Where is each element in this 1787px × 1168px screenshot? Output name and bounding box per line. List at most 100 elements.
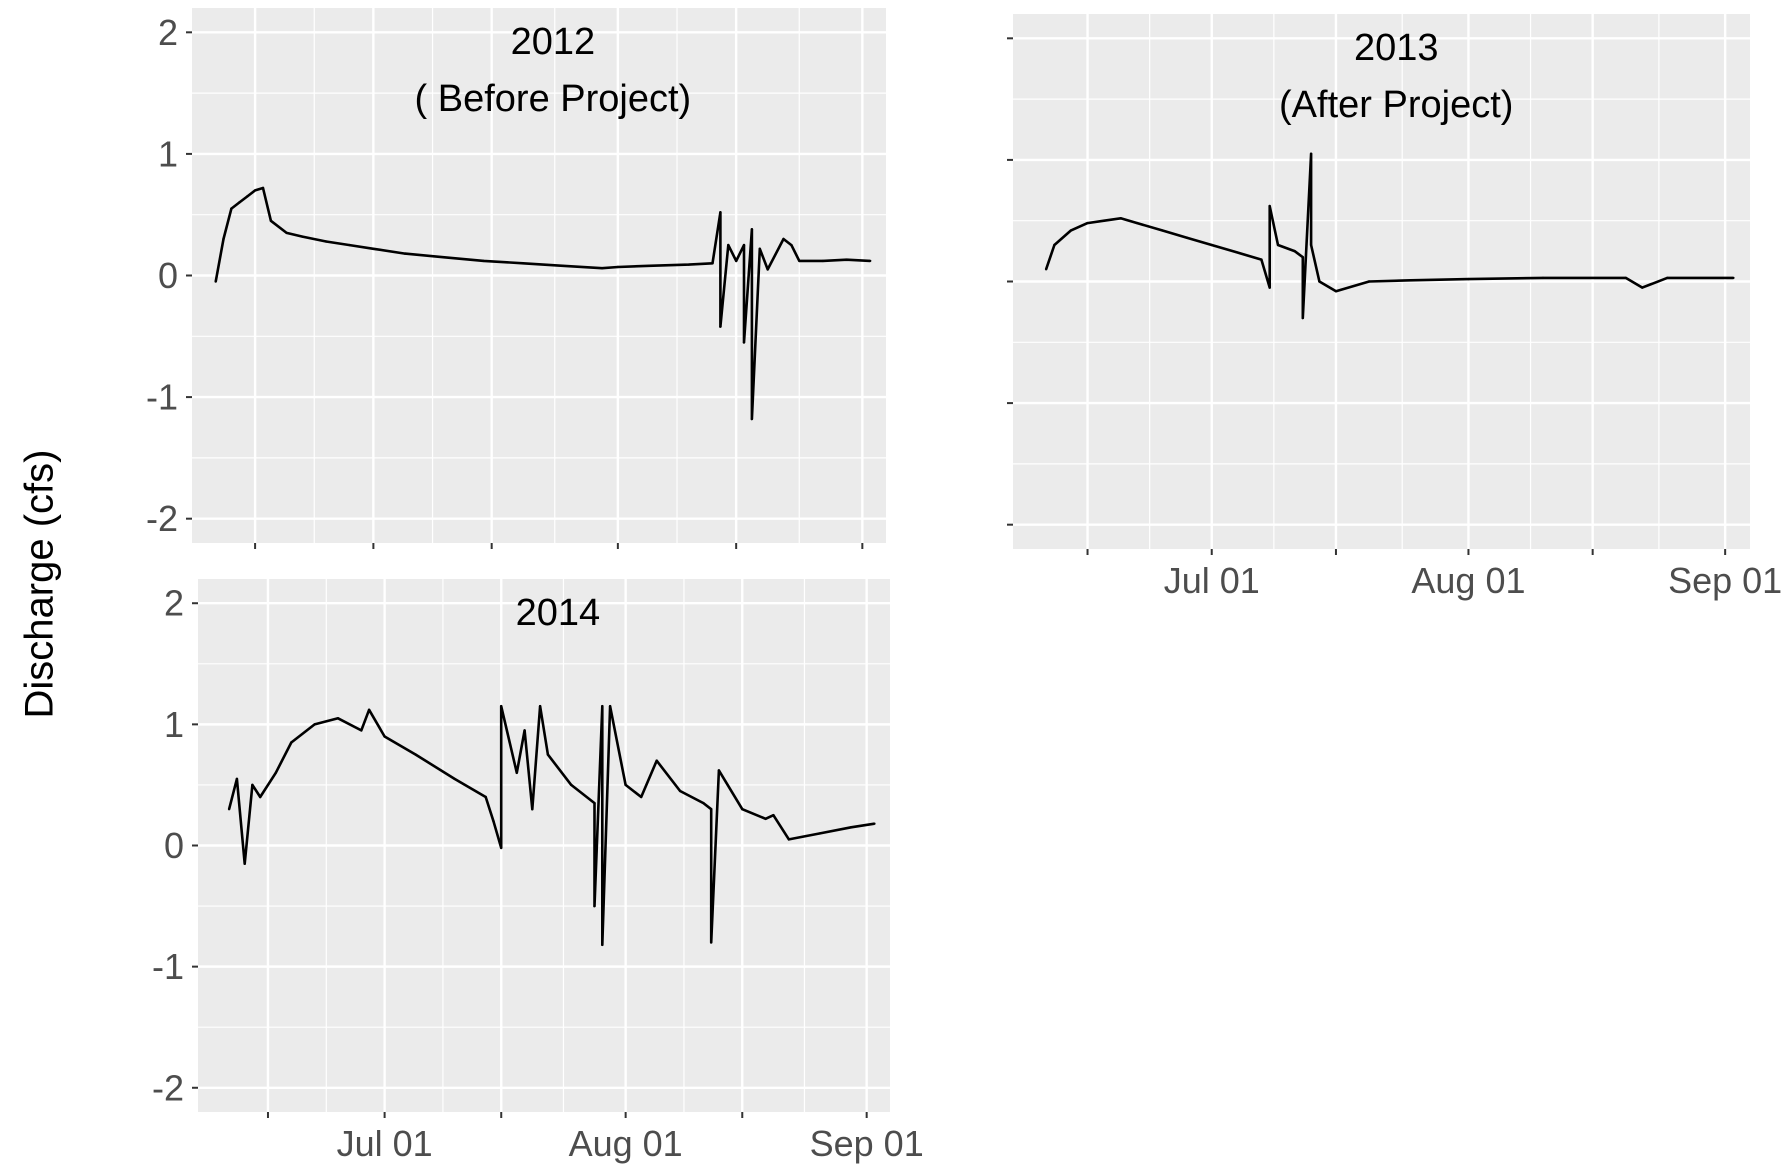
y-tick-label: -1	[146, 377, 178, 418]
data-point	[600, 267, 604, 270]
data-point	[601, 943, 604, 946]
data-point	[500, 846, 503, 850]
data-point	[484, 795, 487, 799]
data-point	[238, 201, 241, 204]
series-line-1	[227, 704, 875, 947]
data-point	[348, 243, 351, 247]
data-point	[570, 783, 573, 787]
data-point	[1334, 290, 1338, 293]
data-point	[336, 717, 340, 720]
data-point	[1136, 221, 1139, 225]
panel-title: 2012	[511, 21, 596, 63]
data-point	[246, 195, 249, 198]
data-point	[764, 817, 767, 820]
data-point	[818, 832, 822, 835]
data-point	[443, 256, 446, 259]
data-point	[624, 783, 627, 787]
x-tick-label: Jul 01	[1164, 560, 1260, 601]
data-point	[727, 243, 730, 247]
series-line-1	[1044, 152, 1734, 320]
data-point	[742, 243, 746, 247]
data-point	[227, 808, 231, 811]
data-point	[702, 801, 705, 805]
data-point	[735, 259, 738, 263]
data-point	[290, 741, 293, 744]
data-point	[1053, 243, 1056, 247]
data-point	[531, 808, 534, 811]
data-point	[790, 243, 793, 247]
y-tick-label: 0	[158, 255, 178, 296]
data-point	[230, 207, 233, 210]
data-point	[1301, 256, 1305, 259]
y-tick-label: -2	[152, 1067, 184, 1108]
data-point	[1666, 276, 1669, 280]
y-tick-label: 1	[164, 704, 184, 745]
data-point	[640, 795, 643, 799]
data-point	[523, 729, 526, 732]
data-point	[259, 795, 262, 799]
data-point	[750, 228, 754, 231]
data-point	[1641, 286, 1644, 289]
data-point	[324, 240, 328, 243]
data-point	[492, 820, 495, 823]
data-point	[869, 259, 872, 263]
data-point	[1732, 276, 1735, 280]
data-point	[845, 258, 848, 261]
data-point	[1235, 251, 1238, 254]
data-point	[1367, 280, 1371, 283]
data-point	[1309, 152, 1313, 155]
data-point	[383, 735, 386, 738]
data-point	[253, 189, 257, 192]
data-point	[522, 262, 525, 265]
data-point	[821, 259, 825, 263]
y-tick-label: 2	[164, 583, 184, 624]
data-point	[1467, 277, 1470, 281]
data-point	[711, 262, 714, 265]
x-tick-label: Aug 01	[1411, 560, 1525, 601]
data-point	[561, 264, 564, 267]
data-point	[285, 231, 288, 235]
data-point	[782, 237, 785, 241]
y-tick-label: -1	[152, 946, 184, 987]
data-point	[758, 247, 761, 250]
data-point	[1301, 316, 1305, 320]
data-point	[269, 219, 273, 222]
data-point	[1268, 204, 1271, 208]
data-point	[648, 264, 651, 267]
data-point	[1210, 243, 1213, 247]
panel-subtitle: (After Project)	[1279, 84, 1513, 126]
data-point	[235, 777, 239, 781]
x-tick-label: Sep 01	[810, 1123, 924, 1164]
data-point	[1318, 280, 1321, 283]
data-point	[710, 941, 713, 944]
data-point	[1185, 236, 1189, 239]
data-point	[593, 801, 596, 805]
data-point	[1268, 286, 1271, 289]
data-point	[750, 417, 754, 421]
data-point	[274, 771, 277, 774]
panel-subtitle: ( Before Project)	[415, 78, 692, 120]
data-point	[1293, 249, 1296, 253]
data-point	[372, 247, 375, 250]
data-point	[1276, 243, 1280, 247]
data-point	[313, 723, 316, 726]
data-point	[367, 708, 371, 711]
data-point	[515, 771, 518, 774]
data-point	[482, 259, 485, 263]
panel-title: 2013	[1354, 27, 1439, 69]
data-point	[1624, 276, 1628, 280]
data-point	[601, 705, 604, 708]
y-tick-label: 0	[164, 825, 184, 866]
data-point	[678, 789, 682, 793]
data-point	[453, 777, 456, 781]
data-point	[798, 259, 801, 263]
data-point	[717, 769, 721, 772]
panel-1: -2 -1 0 1 2 2012 ( Before Project)	[146, 8, 886, 549]
data-point	[1069, 229, 1073, 232]
data-point	[766, 268, 769, 271]
data-point	[546, 753, 550, 756]
y-tick-label: 2	[158, 12, 178, 53]
data-point	[849, 826, 853, 829]
